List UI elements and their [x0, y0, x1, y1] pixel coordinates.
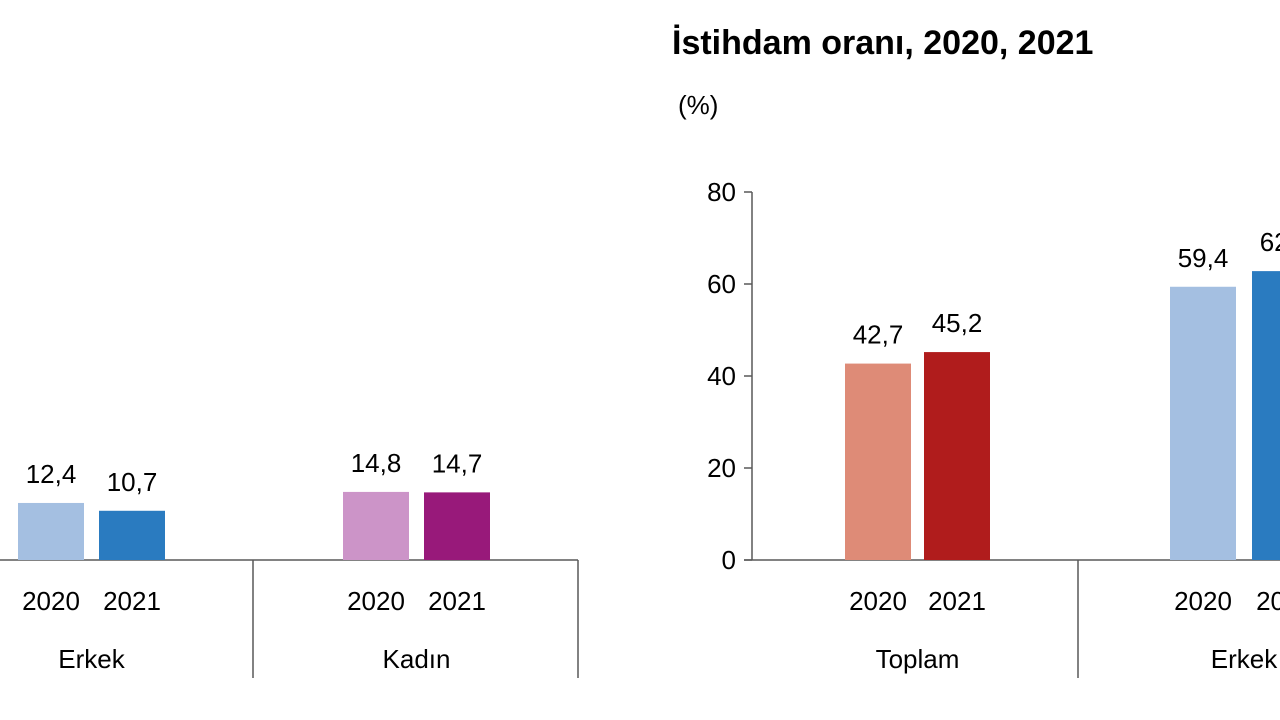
left-year-label: 2020 [347, 586, 405, 616]
left-chart: 12,4 2020 10,7 2021 Erkek 14,8 2020 14,7 2021 Kad… [0, 448, 579, 678]
left-category-label: Erkek [58, 644, 125, 674]
left-bar-erkek-2021 [99, 510, 165, 560]
right-year-label: 2020 [849, 586, 907, 616]
right-data-label: 45,2 [932, 308, 983, 338]
right-year-label: 2021 [928, 586, 986, 616]
right-bar-toplam-2021 [924, 352, 990, 560]
right-chart-unit: (%) [678, 90, 718, 120]
right-bar-toplam-2020 [845, 363, 911, 560]
right-bar-erkek-2021 [1252, 271, 1280, 560]
left-data-label: 12,4 [26, 459, 77, 489]
right-category-label: Erkek [1211, 644, 1278, 674]
right-y-tick-label: 40 [707, 361, 736, 391]
right-chart-title: İstihdam oranı, 2020, 2021 [672, 24, 1093, 62]
right-year-label: 2021 [1256, 586, 1280, 616]
right-y-tick-label: 80 [707, 177, 736, 207]
left-year-label: 2021 [103, 586, 161, 616]
right-y-tick-label: 20 [707, 453, 736, 483]
right-data-label: 42,7 [853, 320, 904, 350]
right-data-label: 62,8 [1260, 227, 1280, 257]
right-category-label: Toplam [876, 644, 960, 674]
right-year-label: 2020 [1174, 586, 1232, 616]
right-y-tick-label: 60 [707, 269, 736, 299]
left-bar-erkek-2020 [18, 502, 84, 560]
right-chart: 0 20 40 60 80 42,7 2020 45,2 2021 Toplam 59,4 2020 6… [707, 177, 1280, 678]
left-data-label: 14,8 [351, 448, 402, 478]
left-bar-kadın-2021 [424, 492, 490, 560]
left-bar-kadın-2020 [343, 491, 409, 560]
right-y-tick-label: 0 [722, 545, 736, 575]
left-year-label: 2020 [22, 586, 80, 616]
right-bar-erkek-2020 [1170, 286, 1236, 560]
left-category-label: Kadın [383, 644, 451, 674]
left-data-label: 10,7 [107, 467, 158, 497]
left-data-label: 14,7 [432, 448, 483, 478]
left-year-label: 2021 [428, 586, 486, 616]
right-data-label: 59,4 [1178, 243, 1229, 273]
